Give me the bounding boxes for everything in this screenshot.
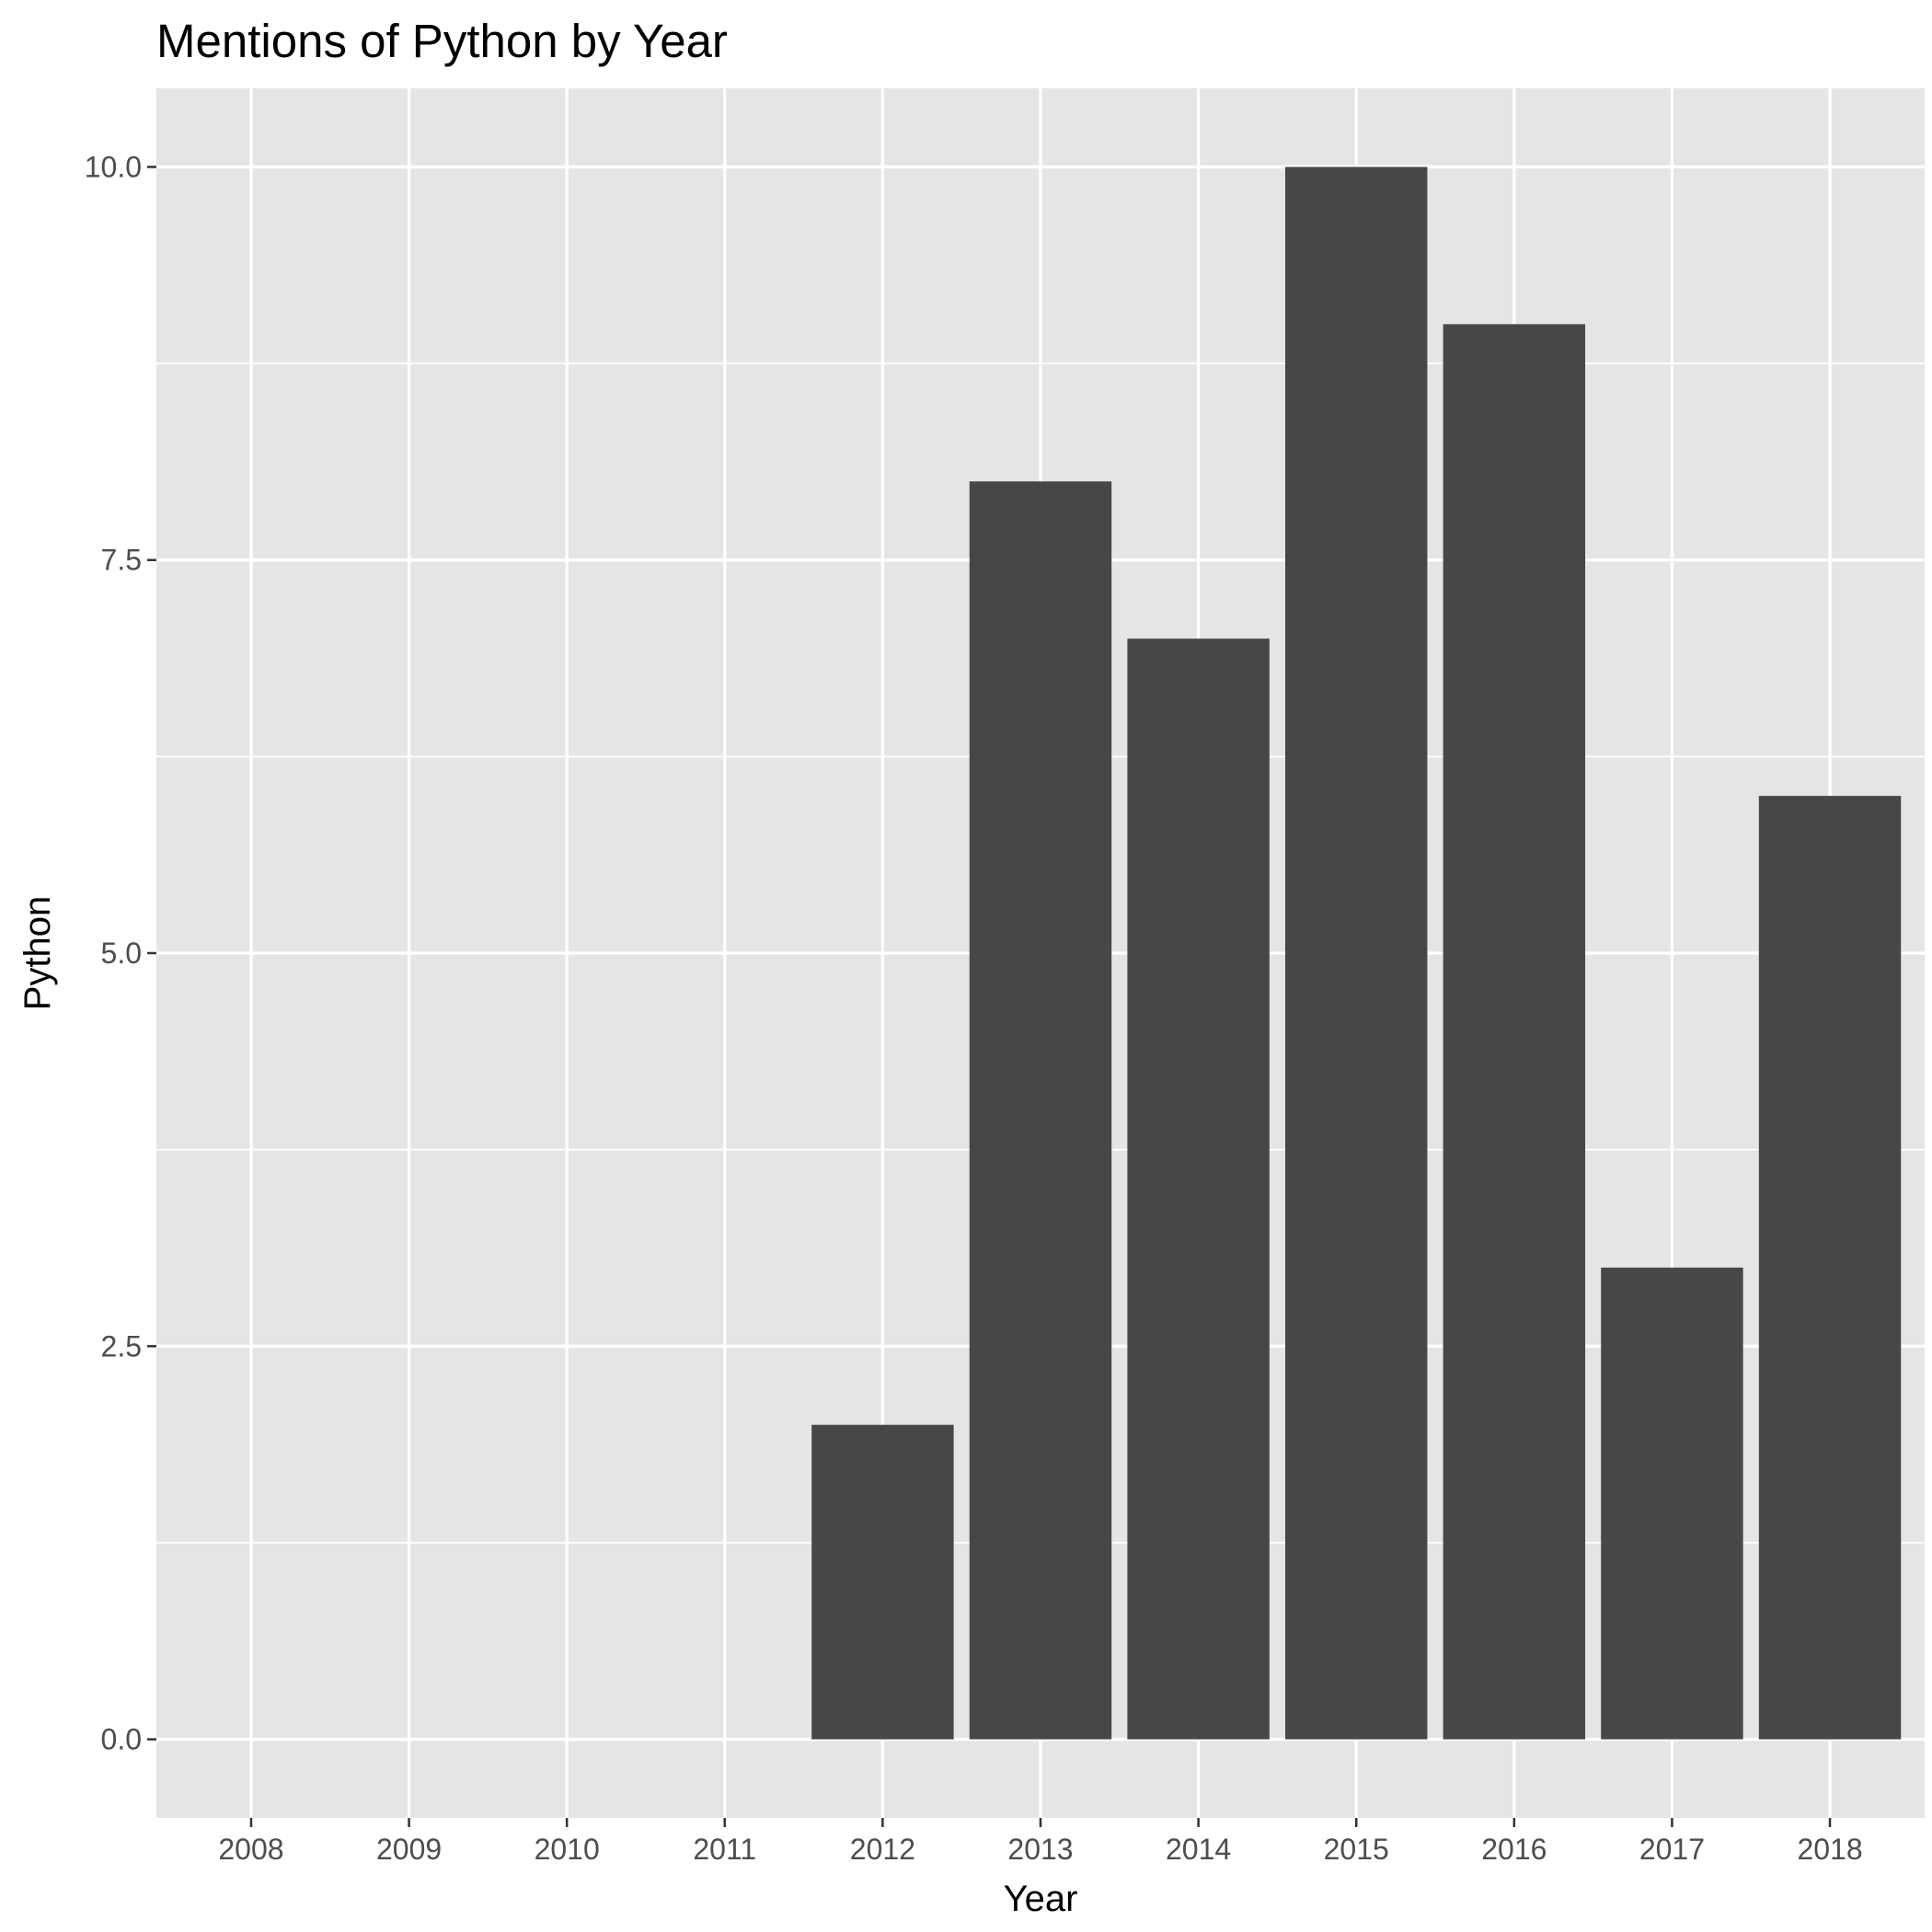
x-tick-label: 2017 <box>1639 1833 1705 1866</box>
y-tick-label: 10.0 <box>85 150 142 183</box>
y-tick-label: 0.0 <box>101 1723 142 1756</box>
x-tick-label: 2011 <box>693 1833 756 1866</box>
x-tick-label: 2008 <box>218 1833 283 1866</box>
y-axis-title: Python <box>17 896 58 1011</box>
bar-2014 <box>1127 638 1270 1740</box>
x-tick-label: 2012 <box>850 1833 915 1866</box>
x-tick-label: 2010 <box>535 1833 600 1866</box>
y-axis: 0.0 2.5 5.0 7.5 10.0 <box>85 150 156 1756</box>
bar-2016 <box>1443 324 1586 1740</box>
x-axis: 2008 2009 2010 2011 2012 2013 2014 2015 2016 2017… <box>218 1818 1863 1866</box>
x-tick-label: 2013 <box>1007 1833 1073 1866</box>
bar-2013 <box>969 481 1112 1740</box>
x-tick-label: 2015 <box>1324 1833 1389 1866</box>
y-tick-label: 7.5 <box>101 544 142 577</box>
bar-2018 <box>1758 796 1902 1740</box>
bar-2015 <box>1284 167 1428 1740</box>
x-tick-label: 2016 <box>1481 1833 1547 1866</box>
bars <box>811 167 1902 1740</box>
y-tick-label: 5.0 <box>101 937 142 970</box>
x-tick-label: 2014 <box>1166 1833 1231 1866</box>
bar-2012 <box>811 1424 954 1740</box>
y-tick-label: 2.5 <box>101 1329 142 1363</box>
chart-title: Mentions of Python by Year <box>156 15 728 67</box>
x-tick-label: 2018 <box>1797 1833 1862 1866</box>
bar-2017 <box>1601 1267 1743 1740</box>
x-tick-label: 2009 <box>376 1833 442 1866</box>
x-axis-title: Year <box>1004 1879 1078 1919</box>
